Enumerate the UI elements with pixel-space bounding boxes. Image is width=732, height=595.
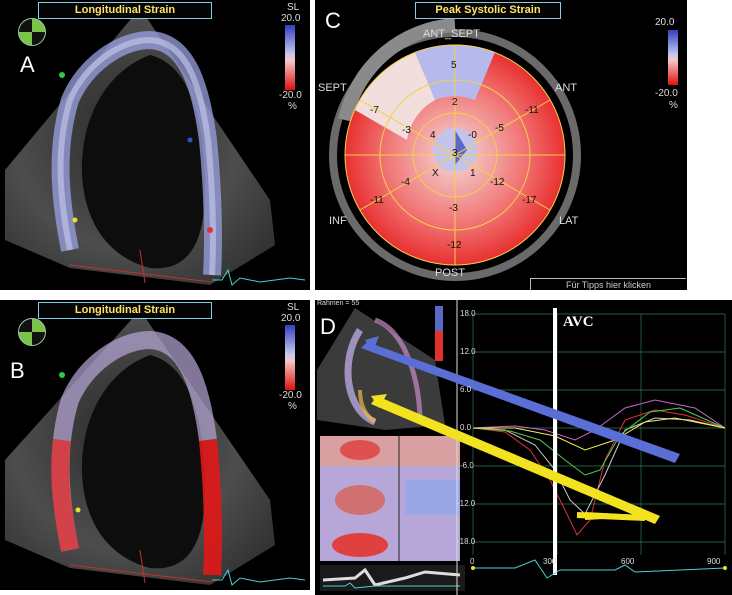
segment-value: 1 bbox=[470, 168, 476, 179]
scale-max: 20.0 bbox=[281, 313, 301, 324]
panel-b: Longitudinal Strain B SL 20.0 -20.0 % bbox=[0, 300, 310, 590]
segment-value: 4 bbox=[430, 130, 436, 141]
segment-value: -7 bbox=[370, 105, 379, 116]
segment-value: 3 bbox=[452, 148, 458, 159]
scale-max: 20.0 bbox=[281, 13, 301, 24]
panel-c-label: C bbox=[325, 8, 341, 33]
bullseye-plot bbox=[329, 18, 581, 281]
wall-label-inf: INF bbox=[329, 215, 347, 227]
segment-value: -12 bbox=[447, 240, 462, 251]
scale-unit: % bbox=[669, 100, 678, 111]
panel-b-title: Longitudinal Strain bbox=[38, 302, 212, 319]
panel-b-label: B bbox=[10, 358, 25, 383]
segment-value: 5 bbox=[451, 60, 457, 71]
segment-value: -3 bbox=[402, 125, 411, 136]
x-tick: 300 bbox=[543, 557, 557, 566]
panel-a-title: Longitudinal Strain bbox=[38, 2, 212, 19]
y-tick: 18.0 bbox=[460, 309, 476, 318]
y-tick: -12.0 bbox=[457, 499, 476, 508]
segment-value: 2 bbox=[452, 97, 458, 108]
scale-max: 20.0 bbox=[655, 17, 675, 28]
panel-c-title: Peak Systolic Strain bbox=[415, 2, 561, 19]
segment-value: -4 bbox=[401, 177, 410, 188]
x-tick: 900 bbox=[707, 557, 721, 566]
scale-min: -20.0 bbox=[655, 88, 678, 99]
scale-unit: % bbox=[288, 101, 297, 112]
orientation-icon bbox=[18, 18, 46, 46]
segment-value: -3 bbox=[449, 203, 458, 214]
scale-min: -20.0 bbox=[279, 90, 302, 101]
scale-unit: % bbox=[288, 401, 297, 412]
wall-label-ant-sept: ANT_SEPT bbox=[423, 28, 480, 40]
avc-label: AVC bbox=[563, 314, 594, 330]
frame-counter: Rahmen = 55 bbox=[317, 300, 360, 307]
wall-label-post: POST bbox=[435, 267, 465, 279]
scale-name: SL bbox=[287, 2, 300, 13]
panel-a: Longitudinal Strain A SL 20.0 -20.0 % bbox=[0, 0, 310, 290]
y-tick: 12.0 bbox=[460, 347, 476, 356]
segment-value: -17 bbox=[522, 195, 537, 206]
wall-label-ant: ANT bbox=[555, 82, 577, 94]
panel-a-label: A bbox=[20, 52, 35, 77]
color-scale-bar bbox=[668, 30, 678, 85]
segment-value: -5 bbox=[495, 123, 504, 134]
echo-image-b bbox=[5, 310, 306, 586]
panel-d-label: D bbox=[320, 314, 336, 339]
y-tick: -18.0 bbox=[457, 537, 476, 546]
tips-hint-bar[interactable]: Für Tipps hier klicken bbox=[530, 278, 686, 290]
y-tick: -6.0 bbox=[460, 461, 474, 470]
x-tick: 0 bbox=[470, 557, 475, 566]
scale-min: -20.0 bbox=[279, 390, 302, 401]
y-tick: 0.0 bbox=[460, 423, 472, 432]
segment-value: -0 bbox=[468, 130, 477, 141]
echo-image-a bbox=[5, 8, 306, 286]
panel-c: Peak Systolic Strain C 20.0 -20.0 % ANT_… bbox=[315, 0, 687, 290]
segment-value: -11 bbox=[370, 195, 384, 206]
segment-value: -12 bbox=[490, 177, 505, 188]
orientation-icon bbox=[18, 318, 46, 346]
x-tick: 600 bbox=[621, 557, 635, 566]
scale-name: SL bbox=[287, 302, 300, 313]
segment-value: -11 bbox=[525, 105, 539, 116]
wall-label-sept: SEPT bbox=[318, 82, 347, 94]
segment-value: X bbox=[432, 168, 439, 179]
panel-d: D Rahmen = 55 AVC 18.0 12.0 6.0 0.0 -6.0… bbox=[315, 300, 732, 595]
strain-curves bbox=[317, 300, 727, 595]
y-tick: 6.0 bbox=[460, 385, 472, 394]
wall-label-lat: LAT bbox=[559, 215, 579, 227]
